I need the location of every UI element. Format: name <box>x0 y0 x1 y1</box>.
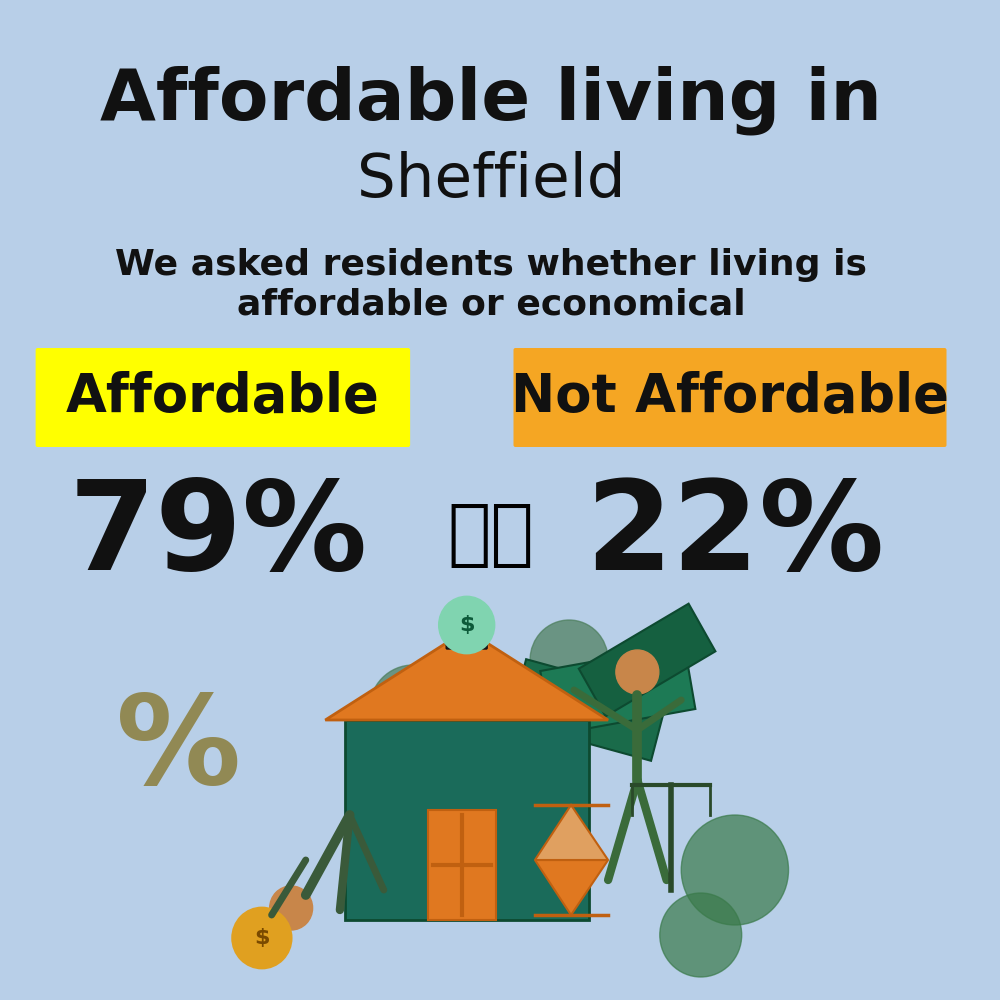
Text: 🇬🇧: 🇬🇧 <box>448 500 534 569</box>
Text: 22%: 22% <box>585 475 885 595</box>
Polygon shape <box>540 645 695 735</box>
FancyBboxPatch shape <box>345 720 589 920</box>
FancyBboxPatch shape <box>36 348 410 447</box>
Text: Affordable: Affordable <box>66 371 380 423</box>
Text: $: $ <box>254 928 270 948</box>
Circle shape <box>530 620 608 700</box>
FancyBboxPatch shape <box>428 810 496 920</box>
Circle shape <box>681 815 789 925</box>
Circle shape <box>439 597 494 653</box>
Polygon shape <box>579 604 715 716</box>
Text: Not Affordable: Not Affordable <box>511 371 949 423</box>
Circle shape <box>369 665 457 755</box>
Text: Affordable living in: Affordable living in <box>100 65 882 135</box>
Polygon shape <box>535 860 608 915</box>
Polygon shape <box>535 805 608 860</box>
FancyBboxPatch shape <box>446 640 487 649</box>
Circle shape <box>660 893 742 977</box>
Text: 79%: 79% <box>68 475 368 595</box>
Circle shape <box>233 908 291 968</box>
Polygon shape <box>325 630 608 720</box>
Text: %: % <box>116 690 242 810</box>
Circle shape <box>616 650 659 694</box>
FancyBboxPatch shape <box>513 348 947 447</box>
Polygon shape <box>510 659 667 761</box>
Text: We asked residents whether living is
affordable or economical: We asked residents whether living is aff… <box>115 248 867 322</box>
Text: Sheffield: Sheffield <box>357 151 625 210</box>
Circle shape <box>270 886 313 930</box>
Text: $: $ <box>459 615 474 635</box>
